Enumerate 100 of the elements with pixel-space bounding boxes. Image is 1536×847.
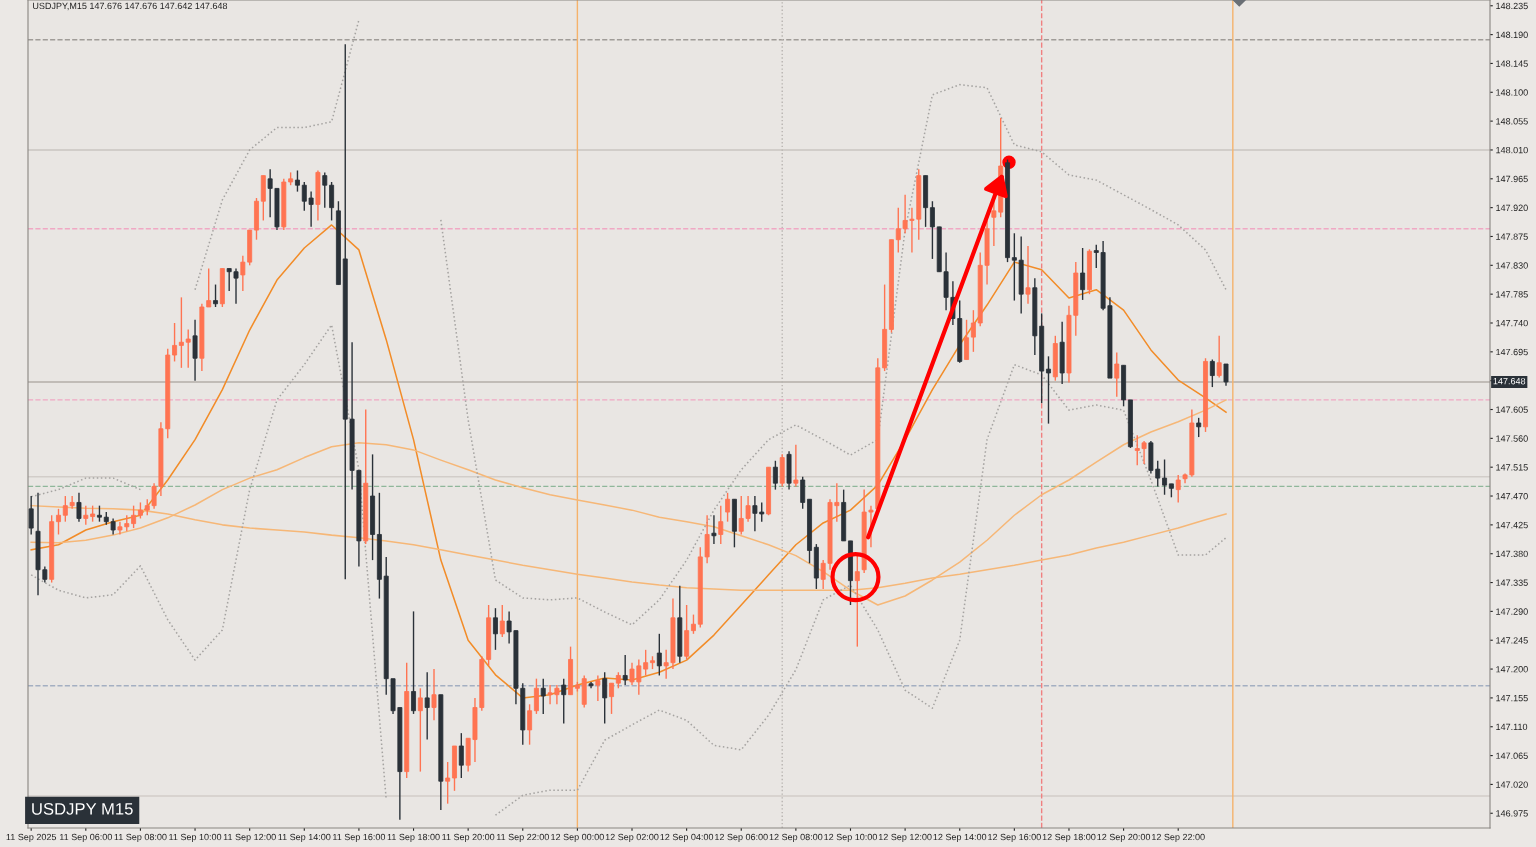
x-tick-label: 12 Sep 12:00 bbox=[878, 833, 932, 842]
candlestick bbox=[1046, 355, 1051, 425]
candlestick bbox=[431, 668, 437, 722]
y-tick-label: 147.065 bbox=[1496, 752, 1528, 759]
candlestick bbox=[322, 171, 328, 209]
x-tick-label: 11 Sep 22:00 bbox=[496, 833, 549, 842]
candlestick bbox=[1162, 458, 1168, 496]
y-tick-label: 147.875 bbox=[1496, 233, 1528, 240]
x-tick-label: 12 Sep 06:00 bbox=[715, 833, 768, 842]
y-tick-label: 147.830 bbox=[1496, 262, 1528, 269]
y-tick-label: 148.190 bbox=[1496, 31, 1528, 38]
y-tick-label: 147.200 bbox=[1496, 666, 1528, 673]
candlestick bbox=[1080, 247, 1086, 301]
y-tick-label: 147.965 bbox=[1496, 175, 1528, 183]
candlestick bbox=[964, 319, 970, 361]
candlestick bbox=[1223, 363, 1229, 387]
candlestick bbox=[793, 444, 799, 488]
candlestick bbox=[690, 613, 696, 635]
candlestick bbox=[1209, 358, 1215, 388]
candlestick bbox=[929, 200, 935, 260]
chart-title: USDJPY,M15 147.676 147.676 147.642 147.648 bbox=[33, 2, 228, 11]
candlestick bbox=[424, 671, 430, 741]
y-tick-label: 147.740 bbox=[1496, 319, 1528, 327]
candlestick bbox=[1196, 417, 1202, 438]
candlestick bbox=[970, 309, 976, 353]
candlestick bbox=[527, 703, 533, 746]
candlestick bbox=[329, 181, 335, 222]
candlestick bbox=[1216, 335, 1222, 379]
candlestick bbox=[294, 169, 300, 193]
x-tick-label: 12 Sep 16:00 bbox=[988, 833, 1041, 842]
candlestick bbox=[800, 476, 806, 510]
candlestick bbox=[131, 504, 137, 529]
annotation: USDJPY M15 bbox=[32, 802, 133, 815]
y-tick-label: 147.245 bbox=[1496, 637, 1528, 644]
y-tick-label: 147.560 bbox=[1496, 435, 1528, 442]
y-tick-label: 147.020 bbox=[1496, 781, 1528, 788]
x-tick-label: 12 Sep 20:00 bbox=[1097, 833, 1151, 842]
x-tick-label: 11 Sep 08:00 bbox=[114, 833, 167, 842]
y-tick-label: 148.100 bbox=[1496, 89, 1528, 96]
y-tick-label: 148.235 bbox=[1496, 2, 1528, 10]
x-tick-label: 11 Sep 14:00 bbox=[278, 833, 331, 842]
candlestick bbox=[602, 671, 608, 725]
x-tick-label: 11 Sep 12:00 bbox=[223, 833, 276, 842]
candlestick bbox=[609, 682, 614, 715]
candlestick bbox=[28, 495, 34, 536]
x-tick-label: 12 Sep 22:00 bbox=[1152, 833, 1205, 842]
candlestick bbox=[622, 654, 628, 686]
candlestick bbox=[711, 514, 717, 545]
candlestick bbox=[192, 319, 198, 382]
candlestick bbox=[492, 607, 498, 651]
y-tick-label: 148.055 bbox=[1496, 118, 1528, 125]
x-tick-label: 12 Sep 02:00 bbox=[605, 833, 659, 842]
y-tick-label: 147.380 bbox=[1496, 550, 1528, 558]
x-tick-label: 12 Sep 18:00 bbox=[1042, 833, 1096, 842]
candlestick bbox=[445, 761, 451, 805]
candlestick bbox=[213, 283, 218, 308]
y-tick-label: 147.470 bbox=[1496, 493, 1528, 500]
x-tick-label: 12 Sep 10:00 bbox=[824, 833, 877, 842]
x-tick-label: 11 Sep 18:00 bbox=[387, 833, 440, 842]
x-tick-label: 11 Sep 20:00 bbox=[442, 833, 495, 842]
candlestick bbox=[854, 553, 860, 648]
candlestick bbox=[417, 687, 423, 773]
y-tick-label: 147.110 bbox=[1496, 723, 1528, 731]
y-tick-label: 148.010 bbox=[1496, 146, 1528, 154]
candlestick bbox=[172, 322, 178, 363]
candlestick bbox=[725, 492, 731, 523]
candlestick bbox=[595, 674, 601, 702]
y-tick-label: 147.605 bbox=[1496, 406, 1528, 413]
candlestick bbox=[1114, 351, 1120, 398]
x-tick-label: 11 Sep 06:00 bbox=[59, 833, 112, 842]
y-tick-label: 147.920 bbox=[1496, 204, 1528, 211]
y-tick-label: 147.425 bbox=[1496, 521, 1528, 529]
candlestick bbox=[458, 732, 464, 779]
x-tick-label: 11 Sep 2025 bbox=[6, 833, 57, 842]
y-tick-label: 147.695 bbox=[1496, 348, 1528, 356]
candlestick bbox=[772, 460, 778, 491]
candlestick bbox=[1025, 245, 1031, 305]
candlestick bbox=[56, 508, 61, 536]
x-tick-label: 11 Sep 16:00 bbox=[333, 833, 386, 842]
y-tick-label: 148.145 bbox=[1496, 60, 1528, 67]
y-tick-label: 147.785 bbox=[1496, 291, 1528, 298]
y-tick-label: 147.335 bbox=[1496, 579, 1528, 586]
candlestick bbox=[499, 604, 505, 638]
x-tick-label: 12 Sep 14:00 bbox=[933, 833, 987, 842]
line-series bbox=[30, 224, 1227, 699]
y-tick-label: 147.290 bbox=[1496, 608, 1528, 615]
candlestick bbox=[185, 328, 191, 369]
x-tick-label: 12 Sep 08:00 bbox=[769, 833, 823, 842]
x-tick-label: 11 Sep 10:00 bbox=[169, 833, 222, 842]
y-tick-label: 146.975 bbox=[1496, 810, 1528, 817]
candlestick bbox=[178, 296, 184, 369]
y-tick-label: 147.155 bbox=[1496, 694, 1528, 702]
candlestick bbox=[561, 677, 567, 725]
candlestick bbox=[656, 633, 662, 677]
candlestick bbox=[540, 677, 546, 715]
candlestick bbox=[76, 492, 82, 523]
candlestick bbox=[718, 504, 724, 545]
ref-line-label: 147.648 bbox=[1493, 377, 1526, 385]
candlestick bbox=[1175, 474, 1181, 504]
candlestick bbox=[533, 677, 539, 715]
